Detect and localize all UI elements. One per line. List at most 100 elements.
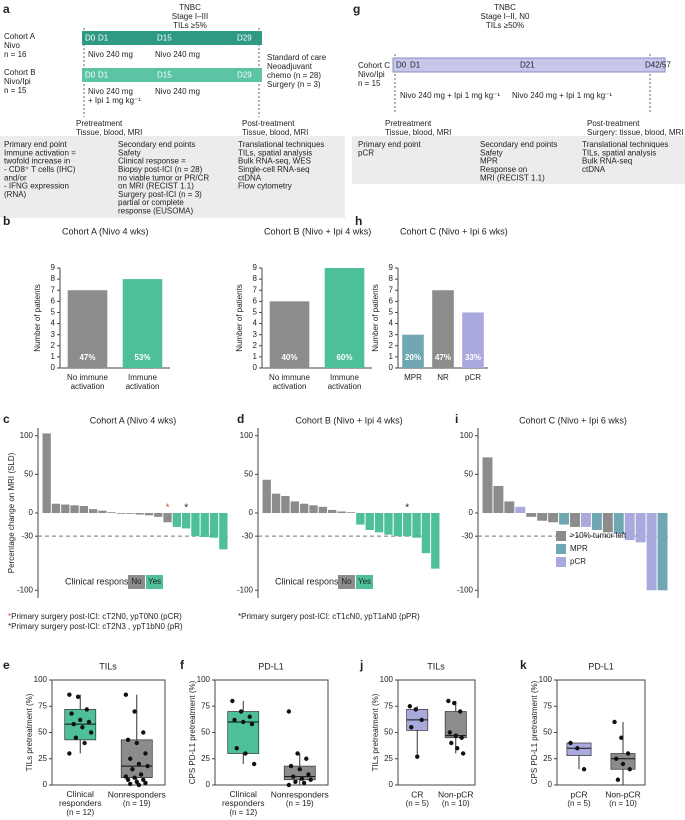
x-tick-label: Immune activation — [328, 373, 362, 391]
share-label: 40% — [281, 353, 297, 362]
x-tick-label: Immune activation — [126, 373, 160, 391]
endpoint-text: Single-cell RNA-seq — [238, 165, 310, 174]
chart-title: Cohort A (Nivo 4 wks) — [90, 415, 177, 425]
point — [619, 735, 624, 740]
label-line: No immune — [67, 373, 108, 382]
share-label: 33% — [465, 353, 481, 362]
header: TNBC — [494, 3, 516, 12]
label-line: Clinical — [230, 789, 258, 799]
panel-letter: j — [359, 658, 363, 672]
y-tick-label: 5 — [389, 308, 394, 317]
point — [455, 746, 460, 751]
y-tick-label: 9 — [51, 263, 56, 272]
bar — [61, 504, 70, 513]
legend-label: No — [131, 577, 142, 586]
cohort-label: Cohort A — [4, 32, 36, 41]
y-tick-label: 100 — [539, 675, 553, 684]
point — [419, 717, 424, 723]
dose-label: Nivo 240 mg — [155, 87, 200, 96]
point — [453, 733, 458, 738]
point — [86, 719, 92, 725]
bar — [412, 513, 421, 538]
bar — [107, 512, 116, 514]
point — [143, 751, 148, 756]
y-tick-label: 8 — [51, 274, 56, 283]
endpoint-text: Translational techniques — [238, 140, 324, 149]
footnote-text: Primary surgery post-ICI: cT2N3 , ypT1bN… — [11, 622, 183, 631]
y-tick-label: 8 — [253, 274, 258, 283]
y-tick-label: 2 — [51, 341, 56, 350]
footnote-mark: * — [8, 612, 11, 621]
label-line: responders — [59, 798, 102, 808]
day-label: D15 — [157, 34, 172, 43]
bar — [591, 513, 602, 530]
endpoint-text: TILs, spatial analysis — [582, 148, 656, 157]
y-tick-label: 50 — [38, 728, 47, 737]
header: TILs ≥5% — [173, 21, 207, 30]
bar — [646, 513, 657, 591]
day-label: D1 — [410, 61, 421, 70]
cohort-label: Nivo/Ipi — [4, 77, 31, 86]
y-tick-label: 50 — [384, 728, 393, 737]
bar — [624, 513, 635, 541]
endpoint-text: Primary end point — [4, 140, 67, 149]
y-tick-label: 7 — [389, 285, 394, 294]
bar — [209, 513, 219, 538]
y-tick-label: 100 — [197, 675, 211, 684]
x-tick-label: Non-pCR — [605, 789, 640, 799]
bar — [98, 510, 107, 513]
day-label: D42/57 — [645, 61, 671, 70]
y-tick-label: 0 — [249, 508, 254, 517]
bar — [67, 290, 108, 368]
label-line: Immune — [128, 373, 157, 382]
chart-title: Cohort B (Nivo + Ipi 4 wks) — [264, 226, 371, 236]
y-tick-label: 2 — [253, 341, 258, 350]
x-tick-label: CR — [411, 789, 423, 799]
y-tick-label: 8 — [389, 274, 394, 283]
y-tick-label: -100 — [457, 585, 474, 594]
n-label: (n = 19) — [123, 799, 151, 808]
bar — [504, 501, 515, 513]
panel-letter: b — [3, 214, 10, 228]
point — [238, 709, 244, 714]
bar — [200, 513, 209, 537]
endpoint-text: Clinical response = — [118, 157, 186, 166]
bar — [548, 513, 559, 523]
cohort-label: n = 15 — [4, 86, 27, 95]
footnote-text: Primary surgery post-ICI: cT2N0, ypT0N0 … — [11, 612, 182, 621]
y-axis-label: Number of patients — [371, 284, 380, 352]
point — [125, 777, 131, 782]
legend-swatch — [556, 531, 566, 541]
legend-label: No — [341, 577, 352, 586]
y-tick-label: 50 — [24, 469, 33, 478]
bar — [482, 457, 493, 513]
point — [301, 780, 307, 786]
endpoint-box — [0, 136, 345, 218]
y-tick-label: 7 — [51, 285, 56, 294]
point — [452, 700, 457, 706]
chart-title: PD-L1 — [588, 661, 614, 671]
plot-frame — [556, 679, 646, 786]
y-tick-label: 50 — [464, 469, 473, 478]
bar — [126, 513, 135, 514]
y-axis-label: Number of patients — [235, 284, 244, 352]
label-line: Immune — [330, 373, 359, 382]
bar — [51, 503, 61, 513]
legend-swatch — [128, 575, 145, 589]
posttreatment: Post-treatment — [587, 119, 640, 128]
point — [128, 781, 133, 787]
point — [460, 751, 466, 756]
y-axis-label: Percentage change on MRI (SLD) — [7, 452, 16, 573]
point — [295, 751, 300, 756]
y-tick-label: 25 — [201, 754, 210, 763]
bar — [318, 506, 328, 513]
endpoint-text: and/or — [4, 173, 27, 182]
n-label: (n = 12) — [229, 808, 257, 817]
endpoint-text: - IFNG expression — [4, 182, 69, 191]
dose-label: Nivo 240 mg — [88, 50, 133, 59]
bar — [402, 334, 424, 368]
point — [297, 767, 302, 772]
panel-letter: i — [455, 412, 458, 426]
point — [575, 746, 580, 751]
